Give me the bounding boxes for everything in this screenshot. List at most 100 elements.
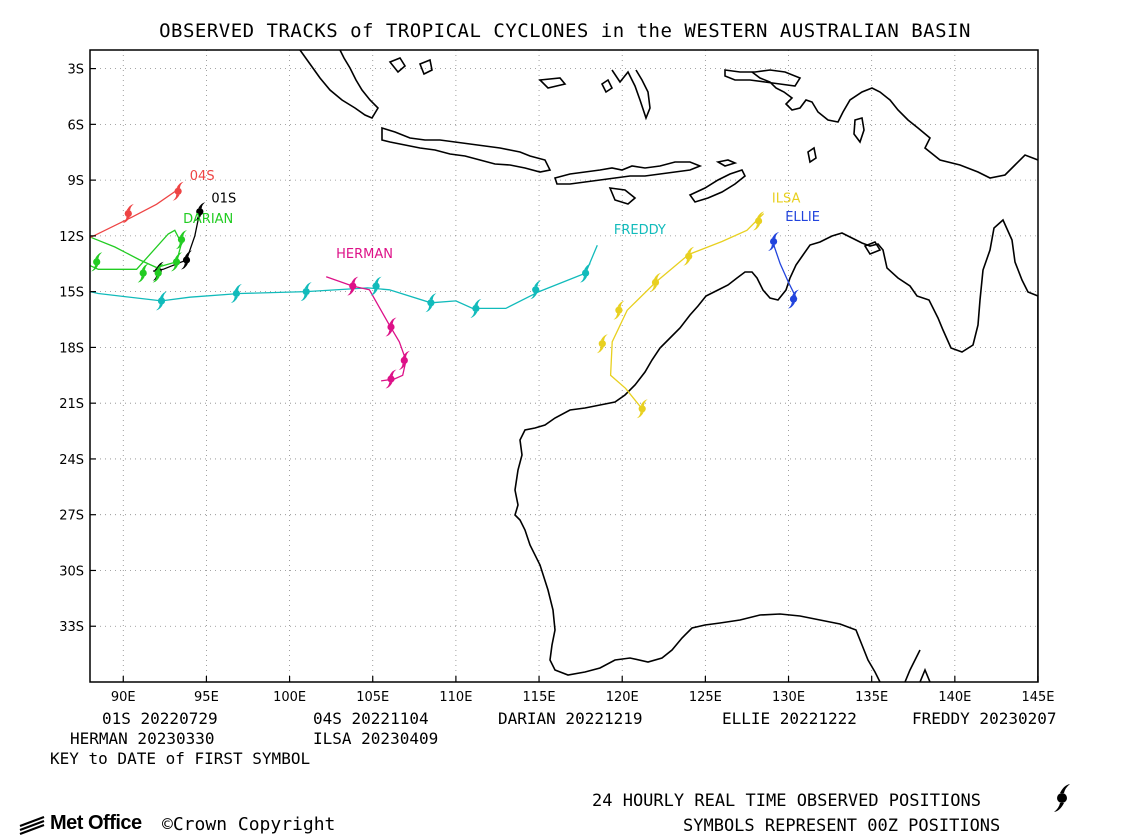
coastline-australia: [514, 218, 1038, 682]
lon-tick-label: 110E: [439, 690, 472, 705]
lat-tick-label: 27S: [59, 509, 84, 524]
storm-symbol-freddy: [230, 284, 242, 303]
copyright-notice: ©Crown Copyright: [162, 814, 335, 835]
storm-label-04s: 04S: [190, 169, 215, 184]
lat-tick-label: 15S: [59, 286, 84, 301]
coastline-small-island-2: [418, 58, 433, 76]
lat-tick-label: 30S: [59, 564, 84, 579]
lat-tick-label: 12S: [59, 230, 84, 245]
coastline-wetar: [715, 159, 738, 167]
storm-symbol-darian: [91, 252, 103, 272]
lat-tick-label: 33S: [59, 620, 84, 635]
storm-symbol-darian: [137, 263, 149, 283]
coastline-banda-islands: [611, 69, 651, 121]
storm-symbol-freddy: [580, 263, 592, 283]
storm-symbol-01s: [181, 250, 192, 270]
storm-symbol-04s: [122, 204, 134, 224]
cyclone-symbol-icon: [1054, 784, 1070, 812]
lon-tick-label: 130E: [772, 690, 805, 705]
lon-tick-label: 100E: [273, 690, 306, 705]
storm-symbol-freddy: [425, 293, 437, 313]
coastline-small-island-3: [853, 116, 865, 144]
lon-tick-label: 90E: [111, 690, 136, 705]
storm-symbol-freddy: [530, 280, 542, 300]
key-entry: 04S 20221104: [313, 709, 429, 728]
storm-symbol-ilsa: [613, 300, 625, 320]
met-office-logo-mark: [19, 815, 45, 836]
storm-symbol-herman: [347, 276, 359, 296]
key-entry: ELLIE 20221222: [722, 709, 857, 728]
storm-tracks: [90, 188, 798, 408]
storm-track-04s: [90, 188, 179, 239]
storm-label-freddy: FREDDY: [614, 223, 666, 238]
copyright-text: Crown Copyright: [172, 814, 336, 835]
storm-symbol-freddy: [370, 276, 382, 296]
lon-tick-label: 105E: [356, 690, 389, 705]
lat-tick-label: 9S: [67, 174, 84, 189]
storm-symbol-ilsa: [683, 246, 695, 266]
lat-tick-label: 6S: [67, 118, 84, 133]
storm-track-freddy: [90, 244, 598, 310]
storm-symbol-01s: [194, 202, 206, 222]
storm-symbol-herman: [385, 369, 397, 389]
storm-symbol-freddy: [156, 291, 167, 311]
coastline-small-island-7: [863, 241, 882, 255]
storm-label-ilsa: ILSA: [772, 191, 801, 206]
storm-position-symbols: [91, 181, 799, 419]
key-entry: DARIAN 20221219: [498, 709, 643, 728]
storm-symbol-ellie: [788, 289, 799, 309]
coastline-new-guinea: [751, 71, 1038, 179]
coastline-timor: [688, 169, 747, 203]
coastline-australia-se: [904, 649, 921, 682]
lon-tick-label: 115E: [523, 690, 556, 705]
coastline-sumba: [608, 187, 637, 205]
latitude-tick-labels: 3S 6S 9S 12S 15S 18S 21S 24S 27S 30S 33S: [59, 63, 96, 635]
coastline-small-island-6: [600, 78, 614, 94]
storm-symbol-ilsa: [753, 211, 765, 231]
storm-track-ellie: [771, 239, 798, 300]
lon-tick-label: 125E: [689, 690, 722, 705]
coastline-java: [381, 126, 552, 173]
storm-symbol-darian: [176, 230, 187, 250]
storm-symbol-freddy: [300, 282, 312, 302]
coastline-tasmania-edge: [919, 667, 931, 682]
storm-label-herman: HERMAN: [336, 247, 393, 262]
storm-label-01s: 01S: [211, 191, 236, 206]
key-note: KEY to DATE of FIRST SYMBOL: [50, 749, 311, 768]
storm-name-labels: 04S 01S DARIAN FREDDY HERMAN ILSA ELLIE: [183, 169, 820, 262]
coastline-small-island-5: [538, 77, 567, 89]
copyright-icon: ©: [162, 814, 173, 835]
lon-tick-label: 140E: [938, 690, 971, 705]
map-grid: [90, 50, 1039, 682]
longitude-tick-labels: 90E 95E 100E 105E 110E 115E 120E 125E 130E 135E 14…: [111, 676, 1055, 705]
coastline-small-island-4: [807, 146, 817, 164]
lat-tick-label: 24S: [59, 453, 84, 468]
coastline-sumatra: [299, 50, 380, 120]
storm-symbol-freddy: [470, 298, 482, 318]
lat-tick-label: 18S: [59, 341, 84, 356]
met-office-logo-text: Met Office: [50, 812, 142, 834]
coastline-seram: [724, 69, 802, 87]
coastline-small-island-1: [388, 57, 407, 74]
footer-positions-note: 24 HOURLY REAL TIME OBSERVED POSITIONS: [592, 791, 981, 811]
lon-tick-label: 120E: [606, 690, 639, 705]
coastline-lesser-sunda: [553, 161, 703, 185]
storm-track-ilsa: [609, 213, 765, 408]
storm-symbol-darian: [171, 252, 182, 272]
lon-tick-label: 95E: [194, 690, 219, 705]
storm-symbol-ellie: [768, 232, 780, 251]
map-title: OBSERVED TRACKS of TROPICAL CYCLONES in …: [159, 20, 971, 42]
lon-tick-label: 135E: [855, 690, 888, 705]
map-frame: [89, 49, 1039, 683]
key-entry: FREDDY 20230207: [912, 709, 1057, 728]
storm-symbol-herman: [398, 350, 410, 370]
storm-symbol-herman: [385, 317, 397, 337]
lat-tick-label: 21S: [59, 397, 84, 412]
storm-symbol-ilsa: [596, 334, 608, 354]
storm-symbol-ilsa: [636, 399, 648, 419]
key-entry: HERMAN 20230330: [70, 729, 215, 748]
lon-tick-label: 145E: [1021, 690, 1054, 705]
storm-label-darian: DARIAN: [183, 212, 233, 227]
storm-symbol-04s: [172, 181, 184, 201]
